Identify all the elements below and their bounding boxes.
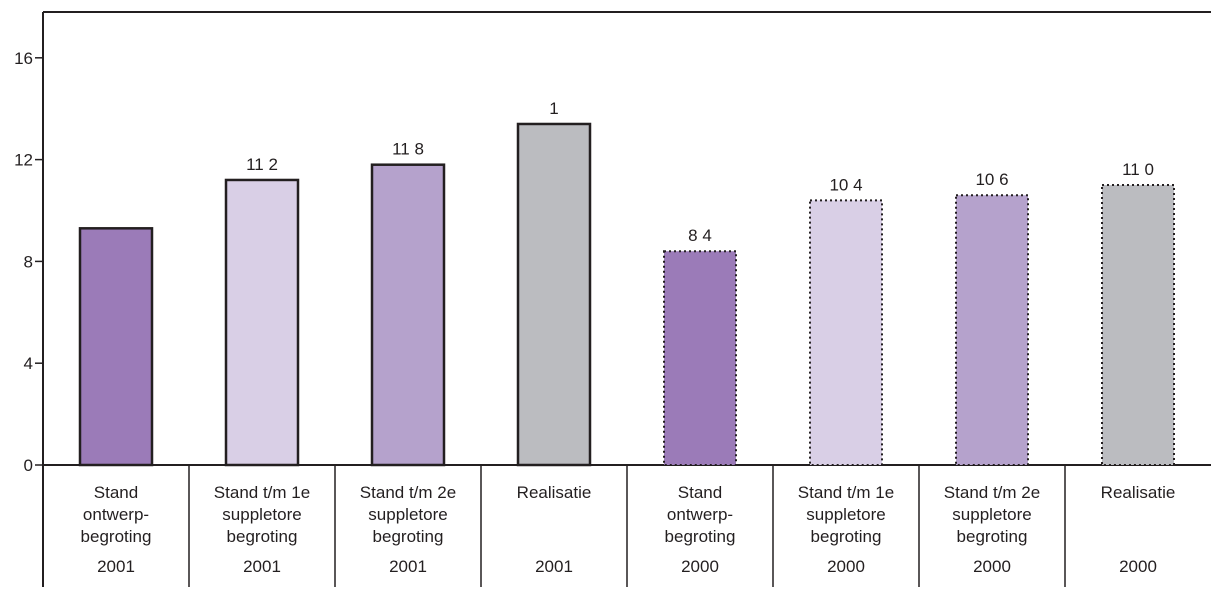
data-label-2: 11 2 [246, 155, 278, 174]
bars [78, 122, 1175, 467]
category-label-line: Stand [94, 483, 138, 502]
bar-4 [516, 122, 592, 467]
category-label-line: ontwerp- [667, 505, 733, 524]
category-label-line: ontwerp- [83, 505, 149, 524]
category-label-line: begroting [227, 527, 298, 546]
category-label-line: Stand [678, 483, 722, 502]
y-tick-label: 16 [14, 49, 33, 68]
y-axis-ticks: 0 4 8 12 16 [14, 49, 43, 475]
y-tick-label: 4 [24, 354, 33, 373]
category-label-line: begroting [811, 527, 882, 546]
category-year-label: 2000 [827, 557, 865, 576]
y-tick-label: 0 [24, 456, 33, 475]
category-year-label: 2001 [389, 557, 427, 576]
category-label-line: Stand t/m 1e [798, 483, 894, 502]
bar-8 [1101, 184, 1175, 466]
category-label-line: begroting [957, 527, 1028, 546]
bar-3 [370, 163, 446, 467]
category-year-label: 2000 [681, 557, 719, 576]
data-label-8: 11 0 [1122, 160, 1154, 179]
bar-6 [809, 199, 883, 466]
category-label-line: suppletore [806, 505, 885, 524]
category-label-line: suppletore [222, 505, 301, 524]
category-year-label: 2000 [1119, 557, 1157, 576]
category-labels: Stand ontwerp-begroting 2001 Stand t/m 1e su… [81, 465, 1176, 587]
bar-5 [663, 250, 737, 466]
bar-2 [224, 178, 300, 467]
category-label-line: Stand t/m 2e [944, 483, 1040, 502]
data-label-3: 11 8 [392, 140, 424, 159]
category-label-line: Stand t/m 1e [214, 483, 310, 502]
category-label-line: suppletore [952, 505, 1031, 524]
category-label-line: Realisatie [1101, 483, 1176, 502]
data-label-6: 10 4 [829, 175, 862, 194]
category-label-line: Stand t/m 2e [360, 483, 456, 502]
data-label-4: 1 [549, 99, 558, 118]
y-tick-label: 12 [14, 151, 33, 170]
category-label-line: begroting [81, 527, 152, 546]
category-label-line: suppletore [368, 505, 447, 524]
category-year-label: 2000 [973, 557, 1011, 576]
data-labels: 11 2 11 8 1 8 4 10 4 10 6 11 0 [246, 99, 1154, 245]
data-label-5: 8 4 [688, 226, 712, 245]
bar-1 [78, 227, 154, 467]
data-label-7: 10 6 [975, 170, 1008, 189]
category-year-label: 2001 [243, 557, 281, 576]
y-tick-label: 8 [24, 252, 33, 271]
category-label-line: begroting [373, 527, 444, 546]
category-label-line: begroting [665, 527, 736, 546]
category-year-label: 2001 [535, 557, 573, 576]
category-year-label: 2001 [97, 557, 135, 576]
bar-7 [955, 194, 1029, 466]
category-label-line: Realisatie [517, 483, 592, 502]
